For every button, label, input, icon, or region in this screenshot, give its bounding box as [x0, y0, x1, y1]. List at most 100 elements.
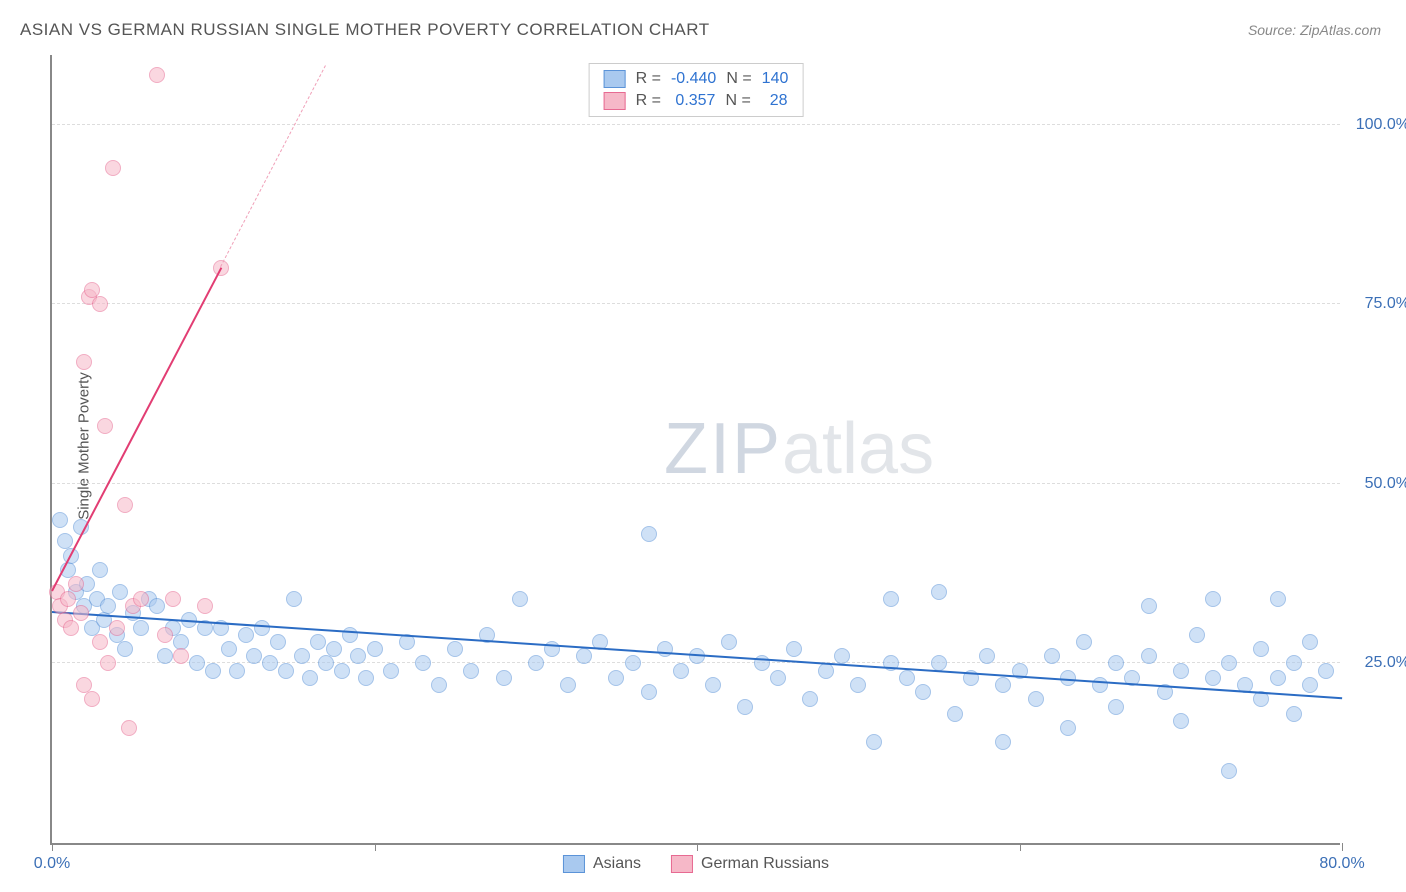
data-point [383, 663, 399, 679]
data-point [1205, 670, 1221, 686]
data-point [850, 677, 866, 693]
data-point [270, 634, 286, 650]
data-point [1092, 677, 1108, 693]
data-point [310, 634, 326, 650]
data-point [229, 663, 245, 679]
data-point [463, 663, 479, 679]
data-point [334, 663, 350, 679]
data-point [657, 641, 673, 657]
data-point [318, 655, 334, 671]
data-point [197, 598, 213, 614]
data-point [979, 648, 995, 664]
legend-label-german-russians: German Russians [701, 855, 829, 873]
data-point [342, 627, 358, 643]
data-point [358, 670, 374, 686]
data-point [866, 734, 882, 750]
data-point [73, 605, 89, 621]
data-point [117, 641, 133, 657]
n-label: N = [725, 92, 750, 110]
data-point [899, 670, 915, 686]
r-label: R = [636, 70, 661, 88]
data-point [1141, 648, 1157, 664]
data-point [931, 584, 947, 600]
data-point [770, 670, 786, 686]
data-point [221, 641, 237, 657]
data-point [60, 591, 76, 607]
data-point [737, 699, 753, 715]
data-point [92, 634, 108, 650]
y-tick-label: 25.0% [1350, 654, 1406, 672]
data-point [995, 677, 1011, 693]
trend-line [51, 267, 222, 591]
data-point [1270, 591, 1286, 607]
data-point [415, 655, 431, 671]
stats-row-german-russians: R = 0.357 N = 28 [604, 92, 789, 110]
data-point [76, 354, 92, 370]
data-point [1108, 655, 1124, 671]
x-tick [1342, 843, 1343, 851]
data-point [278, 663, 294, 679]
data-point [1302, 677, 1318, 693]
swatch-asians [604, 70, 626, 88]
data-point [173, 648, 189, 664]
data-point [786, 641, 802, 657]
x-tick-label: 0.0% [34, 855, 70, 873]
data-point [1221, 763, 1237, 779]
data-point [721, 634, 737, 650]
data-point [883, 591, 899, 607]
n-value-asians: 140 [762, 70, 789, 88]
data-point [367, 641, 383, 657]
data-point [1189, 627, 1205, 643]
legend-item-german-russians: German Russians [671, 855, 829, 873]
data-point [205, 663, 221, 679]
data-point [350, 648, 366, 664]
data-point [608, 670, 624, 686]
r-value-asians: -0.440 [671, 70, 716, 88]
data-point [238, 627, 254, 643]
data-point [1076, 634, 1092, 650]
data-point [995, 734, 1011, 750]
data-point [302, 670, 318, 686]
data-point [52, 512, 68, 528]
data-point [117, 497, 133, 513]
data-point [1286, 706, 1302, 722]
data-point [802, 691, 818, 707]
data-point [1044, 648, 1060, 664]
x-tick-label: 80.0% [1319, 855, 1364, 873]
data-point [1270, 670, 1286, 686]
r-label: R = [636, 92, 661, 110]
data-point [1221, 655, 1237, 671]
data-point [1205, 591, 1221, 607]
data-point [1060, 720, 1076, 736]
data-point [705, 677, 721, 693]
data-point [512, 591, 528, 607]
gridline [52, 124, 1340, 125]
data-point [834, 648, 850, 664]
data-point [625, 655, 641, 671]
data-point [641, 526, 657, 542]
data-point [528, 655, 544, 671]
data-point [1173, 663, 1189, 679]
y-tick-label: 75.0% [1350, 295, 1406, 313]
data-point [447, 641, 463, 657]
data-point [1286, 655, 1302, 671]
data-point [189, 655, 205, 671]
data-point [560, 677, 576, 693]
swatch-german-russians [604, 92, 626, 110]
source-attribution: Source: ZipAtlas.com [1248, 22, 1381, 38]
x-tick [375, 843, 376, 851]
data-point [496, 670, 512, 686]
data-point [133, 620, 149, 636]
data-point [576, 648, 592, 664]
trend-line [220, 66, 327, 268]
n-label: N = [726, 70, 751, 88]
y-tick-label: 100.0% [1350, 116, 1406, 134]
data-point [63, 620, 79, 636]
data-point [431, 677, 447, 693]
data-point [1173, 713, 1189, 729]
data-point [68, 576, 84, 592]
data-point [947, 706, 963, 722]
scatter-plot-area: ZIPatlas R = -0.440 N = 140 R = 0.357 N … [50, 55, 1340, 845]
data-point [97, 418, 113, 434]
series-legend: Asians German Russians [563, 855, 829, 873]
